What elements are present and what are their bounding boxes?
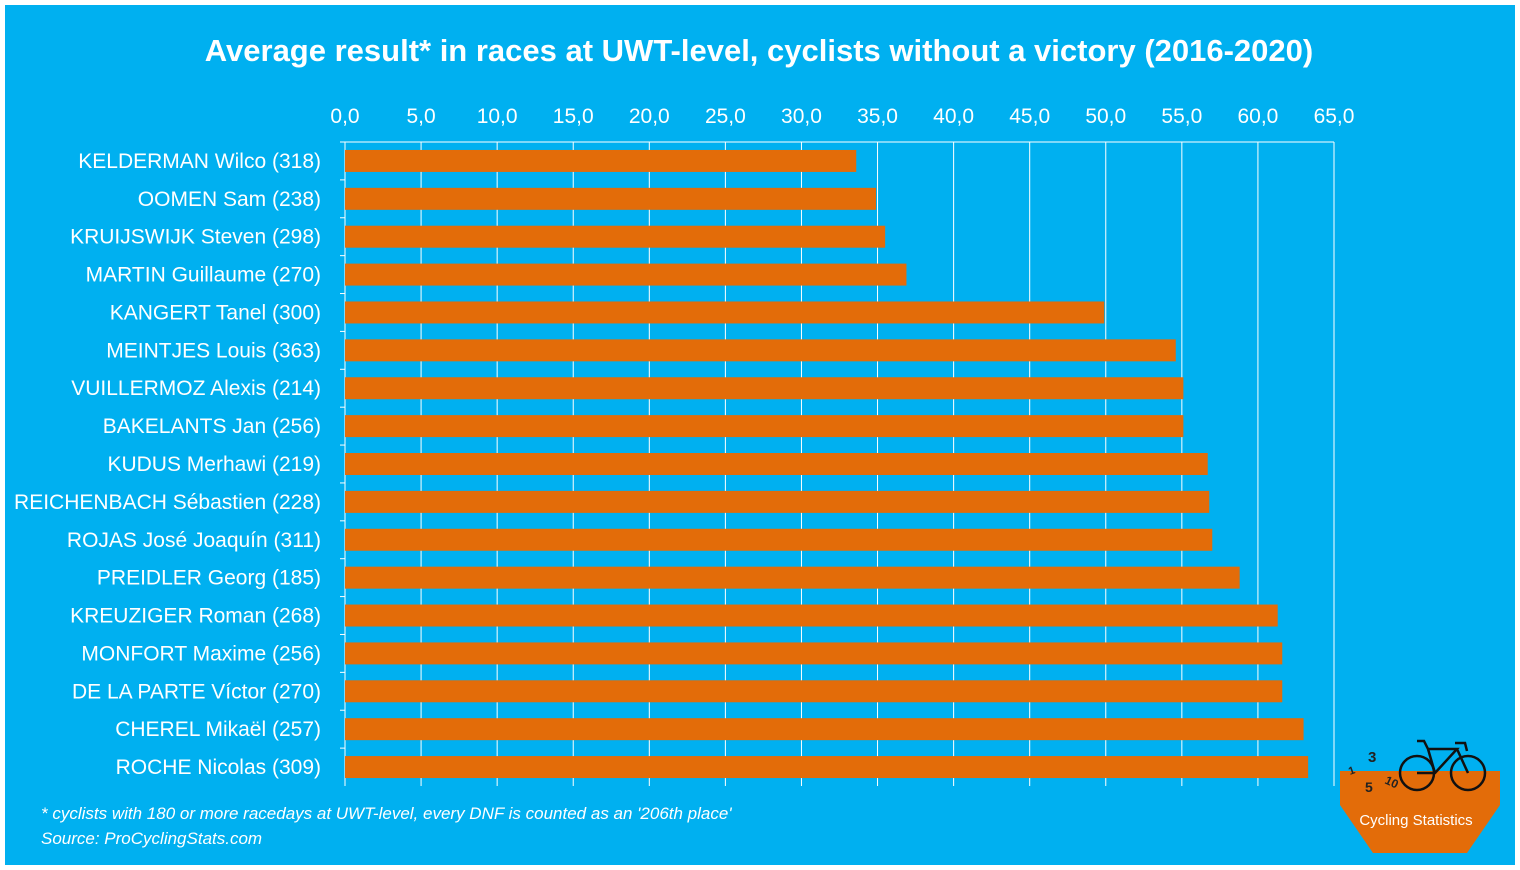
x-tick-label: 55,0: [1161, 105, 1202, 128]
x-tick-label: 65,0: [1314, 105, 1355, 128]
x-tick-label: 50,0: [1085, 105, 1126, 128]
logo-text: Cycling Statistics: [1359, 812, 1472, 829]
x-tick-label: 45,0: [1009, 105, 1050, 128]
chart-title: Average result* in races at UWT-level, c…: [205, 33, 1313, 68]
bar: [345, 756, 1309, 779]
x-tick-label: 25,0: [705, 105, 746, 128]
x-axis-ticks: 0,0 5,0 10,0 15,0 20,0 25,0 30,0 35,0 40,0 45,0 50…: [330, 105, 1354, 128]
bar: [345, 149, 857, 172]
chart-frame: Average result* in races at UWT-level, c…: [5, 5, 1515, 865]
category-label: KUDUS Merhawi (219): [107, 453, 321, 476]
category-label: REICHENBACH Sébastien (228): [14, 491, 321, 514]
category-label: ROJAS José Joaquín (311): [67, 529, 321, 552]
category-label: VUILLERMOZ Alexis (214): [71, 377, 321, 400]
bar: [345, 263, 907, 286]
logo-number-1: 1: [1347, 764, 1357, 777]
logo-number-10: 10: [1383, 773, 1401, 791]
category-label: KRUIJSWIJK Steven (298): [70, 226, 321, 249]
bicycle-icon: [1398, 739, 1487, 792]
category-label: MARTIN Guillaume (270): [86, 264, 321, 287]
bar: [345, 528, 1213, 551]
x-tick-label: 0,0: [330, 105, 359, 128]
x-tick-label: 40,0: [933, 105, 974, 128]
bar: [345, 566, 1240, 589]
x-tick-label: 5,0: [406, 105, 435, 128]
category-label: DE LA PARTE Víctor (270): [72, 680, 321, 703]
source-note: Source: ProCyclingStats.com: [41, 829, 262, 848]
footnote: * cyclists with 180 or more racedays at …: [41, 804, 732, 823]
bar: [345, 490, 1210, 513]
category-label: MEINTJES Louis (363): [106, 339, 321, 362]
category-label: MONFORT Maxime (256): [81, 642, 321, 665]
bar: [345, 301, 1105, 324]
bar: [345, 377, 1184, 400]
bar: [345, 718, 1304, 741]
bar: [345, 642, 1283, 665]
category-label: BAKELANTS Jan (256): [103, 415, 321, 438]
bar: [345, 187, 877, 210]
cycling-statistics-logo: 1 3 5 10 Cycling Statistics: [1340, 739, 1500, 853]
x-tick-label: 60,0: [1237, 105, 1278, 128]
bar-chart: Average result* in races at UWT-level, c…: [14, 33, 1500, 853]
bar: [345, 604, 1278, 627]
bar: [345, 453, 1208, 475]
x-tick-label: 35,0: [857, 105, 898, 128]
logo-number-3: 3: [1368, 749, 1376, 766]
bar: [345, 339, 1176, 362]
category-label: KELDERMAN Wilco (318): [78, 150, 321, 173]
x-tick-label: 10,0: [477, 105, 518, 128]
bar: [345, 415, 1184, 438]
category-label: KANGERT Tanel (300): [110, 301, 321, 324]
category-labels: KELDERMAN Wilco (318) OOMEN Sam (238) KRUI…: [14, 150, 321, 779]
category-label: KREUZIGER Roman (268): [70, 605, 321, 628]
x-tick-label: 15,0: [553, 105, 594, 128]
bar: [345, 225, 886, 248]
category-label: PREIDLER Georg (185): [97, 567, 321, 590]
logo-badge: [1340, 771, 1500, 853]
x-tick-label: 20,0: [629, 105, 670, 128]
category-label: CHEREL Mikaël (257): [115, 718, 321, 741]
x-tick-label: 30,0: [781, 105, 822, 128]
category-label: OOMEN Sam (238): [138, 188, 321, 211]
category-label: ROCHE Nicolas (309): [116, 756, 321, 779]
bar: [345, 680, 1283, 703]
logo-number-5: 5: [1365, 779, 1373, 795]
bars: [345, 149, 1309, 779]
